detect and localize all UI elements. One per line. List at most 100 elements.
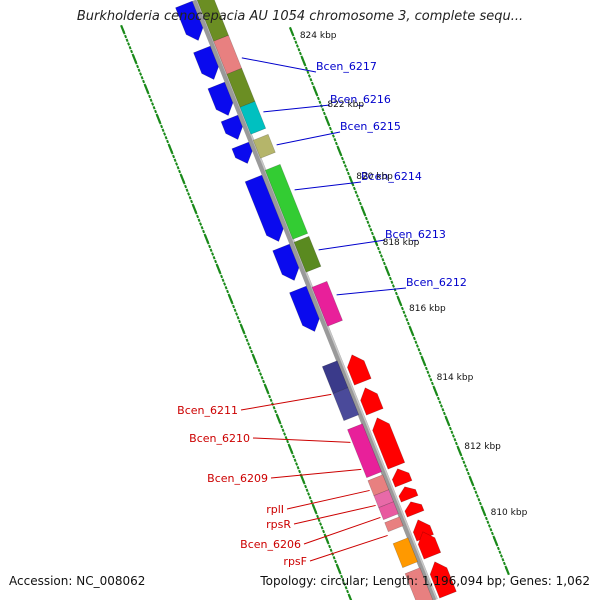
tick-mark bbox=[281, 428, 285, 432]
tick-mark bbox=[196, 214, 200, 219]
forward-gene-label: Bcen_6213 bbox=[385, 228, 446, 241]
tick-mark bbox=[466, 471, 470, 476]
tick-mark bbox=[424, 366, 428, 371]
tick-mark bbox=[327, 123, 331, 127]
tick-mark bbox=[178, 169, 182, 174]
forward-gene-bar bbox=[311, 280, 343, 327]
tick-mark bbox=[448, 426, 452, 431]
tick-mark bbox=[490, 531, 494, 536]
tick-mark bbox=[423, 363, 427, 367]
tick-mark bbox=[218, 270, 222, 275]
tick-mark bbox=[319, 522, 323, 526]
tick-mark bbox=[259, 372, 263, 376]
reverse-gene-arrow bbox=[360, 387, 384, 416]
tick-mark bbox=[200, 225, 204, 230]
tick-mark bbox=[344, 585, 348, 590]
forward-gene-label: Bcen_6216 bbox=[330, 93, 391, 106]
forward-gene-arrow bbox=[175, 0, 204, 41]
tick-mark bbox=[163, 132, 167, 136]
tick-mark bbox=[244, 334, 248, 339]
tick-mark bbox=[130, 49, 134, 54]
tick-mark bbox=[248, 345, 252, 350]
tick-mark bbox=[134, 60, 138, 65]
tick-mark bbox=[124, 34, 128, 39]
tick-mark bbox=[502, 561, 506, 566]
tick-mark bbox=[454, 441, 458, 446]
tick-mark bbox=[160, 124, 164, 129]
forward-gene-arrow bbox=[244, 174, 284, 242]
reverse-callout-line bbox=[286, 489, 370, 510]
tick-mark bbox=[338, 570, 342, 575]
tick-mark bbox=[328, 126, 332, 131]
tick-mark bbox=[307, 74, 311, 78]
tick-mark bbox=[161, 128, 165, 132]
tick-mark bbox=[254, 360, 258, 365]
tick-mark bbox=[390, 280, 394, 285]
tick-mark bbox=[501, 558, 505, 562]
tick-mark bbox=[296, 465, 300, 470]
tick-mark bbox=[435, 393, 439, 397]
tick-mark bbox=[316, 96, 320, 101]
tick-mark bbox=[308, 495, 312, 500]
kbp-labels: 824 kbp 822 kbp 820 kbp 818 kbp 816 kbp 814 k… bbox=[300, 31, 528, 518]
tick-mark bbox=[269, 398, 273, 402]
tick-mark bbox=[220, 274, 224, 279]
tick-mark bbox=[343, 164, 347, 168]
tick-mark bbox=[363, 213, 367, 217]
tick-mark bbox=[230, 300, 234, 305]
tick-mark bbox=[137, 68, 141, 72]
tick-mark bbox=[484, 516, 488, 521]
tick-mark bbox=[322, 111, 326, 116]
tick-mark bbox=[295, 44, 299, 48]
tick-mark bbox=[357, 198, 361, 202]
tick-mark bbox=[293, 458, 297, 462]
tick-mark bbox=[333, 138, 337, 142]
tick-mark bbox=[274, 409, 278, 414]
tick-mark bbox=[450, 430, 454, 435]
tick-mark bbox=[375, 243, 379, 247]
tick-mark bbox=[142, 79, 146, 84]
map-title: Burkholderia cenocepacia AU 1054 chromos… bbox=[76, 9, 524, 24]
tick-mark bbox=[370, 231, 374, 236]
tick-mark bbox=[214, 259, 218, 264]
tick-mark bbox=[170, 150, 174, 155]
tick-mark bbox=[345, 168, 349, 172]
tick-mark bbox=[329, 548, 333, 552]
tick-mark bbox=[498, 550, 502, 555]
tick-mark bbox=[328, 544, 332, 549]
tick-mark bbox=[358, 201, 362, 206]
tick-mark bbox=[197, 218, 201, 222]
reverse-callout-line bbox=[252, 437, 351, 443]
tick-mark bbox=[339, 153, 343, 157]
tick-mark bbox=[342, 160, 346, 165]
tick-mark bbox=[262, 379, 266, 384]
tick-mark bbox=[298, 51, 302, 56]
forward-callout-line bbox=[318, 239, 386, 251]
left-tick-track bbox=[120, 24, 354, 604]
forward-gene-bar bbox=[264, 163, 309, 240]
tick-mark bbox=[429, 378, 433, 382]
tick-mark bbox=[376, 246, 380, 251]
tick-mark bbox=[303, 63, 307, 67]
tick-mark bbox=[463, 464, 467, 468]
tick-mark bbox=[268, 394, 272, 399]
tick-mark bbox=[235, 312, 239, 316]
tick-mark bbox=[402, 310, 406, 315]
forward-callout-line bbox=[263, 104, 331, 113]
tick-mark bbox=[148, 94, 152, 99]
tick-mark bbox=[310, 81, 314, 86]
forward-callout-line bbox=[241, 57, 317, 73]
tick-mark bbox=[206, 240, 210, 245]
tick-mark bbox=[286, 439, 290, 444]
tick-mark bbox=[334, 559, 338, 564]
tick-mark bbox=[346, 171, 350, 176]
tick-mark bbox=[140, 75, 144, 80]
tick-mark bbox=[316, 514, 320, 519]
gene-blocks bbox=[175, 0, 457, 604]
forward-gene-label: Bcen_6217 bbox=[316, 60, 377, 73]
reverse-gene-label: Bcen_6211 bbox=[177, 404, 238, 417]
tick-mark bbox=[351, 183, 355, 187]
tick-mark bbox=[348, 594, 354, 604]
tick-mark bbox=[233, 308, 237, 312]
